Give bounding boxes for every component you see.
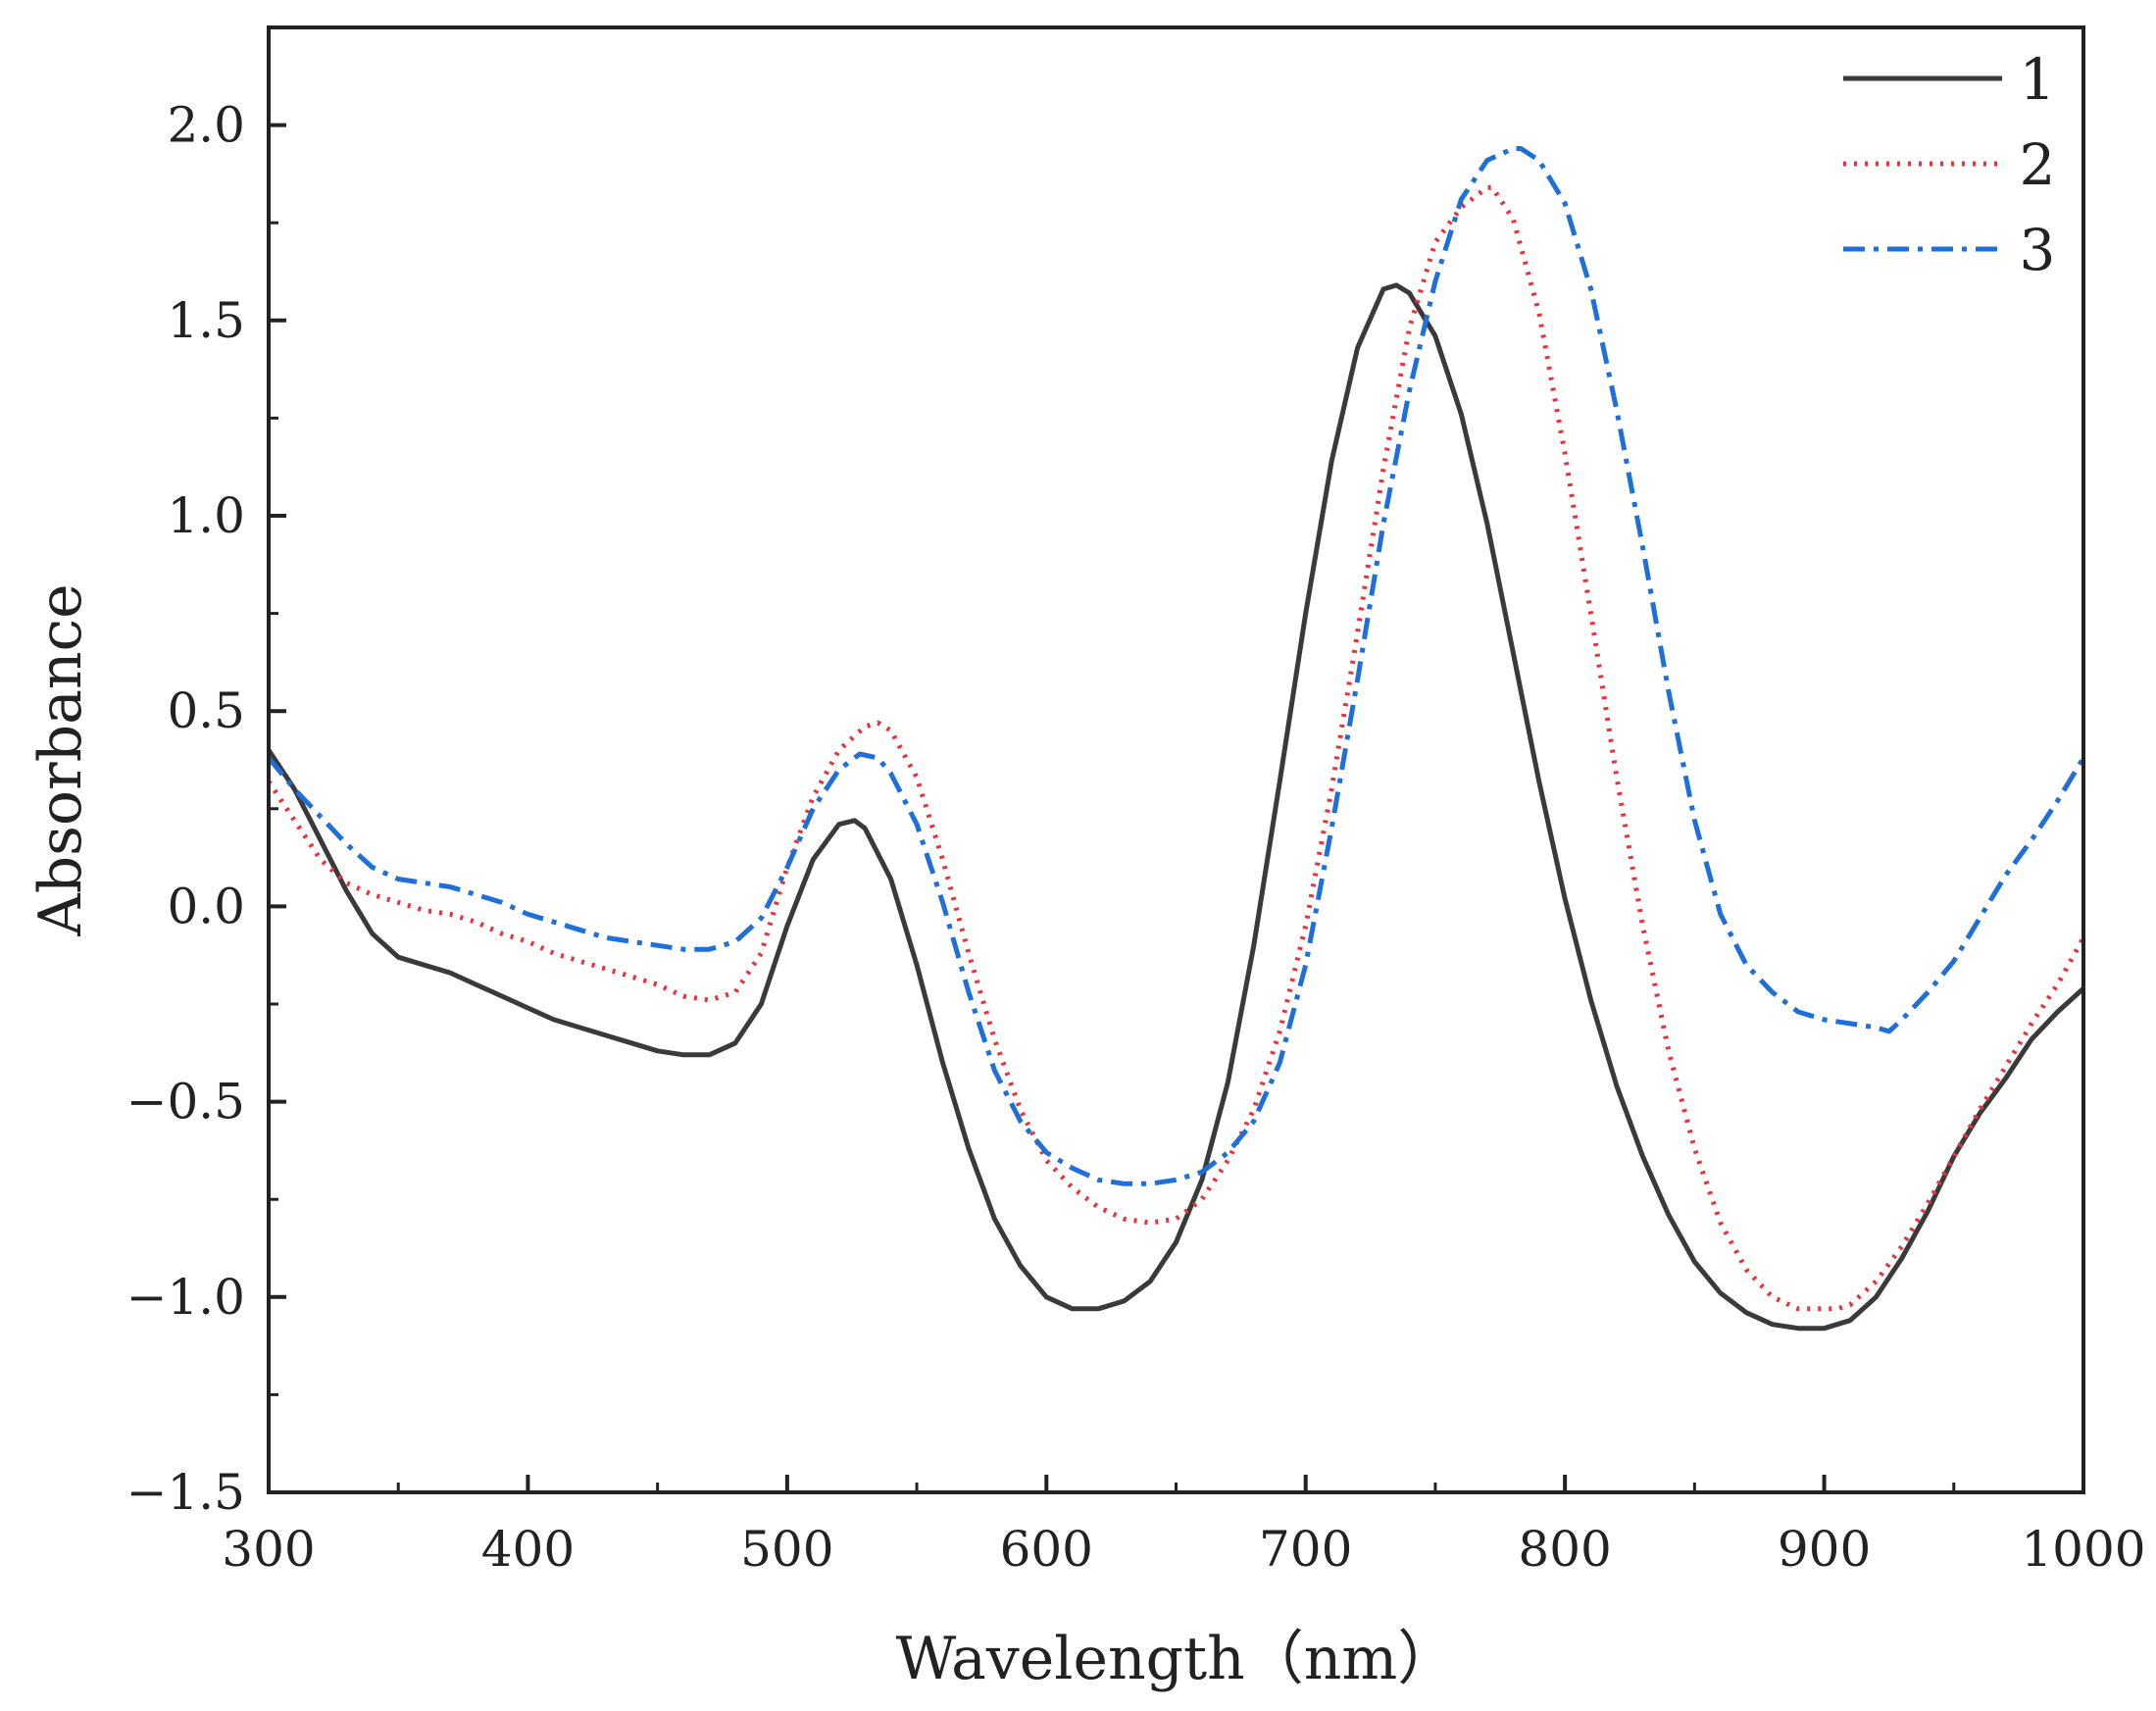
x-tick-label: 600 bbox=[1000, 1521, 1093, 1578]
x-tick-label: 800 bbox=[1518, 1521, 1611, 1578]
x-tick-label: 700 bbox=[1259, 1521, 1352, 1578]
legend-label-2: 2 bbox=[2020, 131, 2056, 198]
x-tick-label: 1000 bbox=[2021, 1521, 2145, 1578]
x-axis-title: Wavelength（nm） bbox=[896, 1625, 1457, 1693]
series-line-1 bbox=[269, 282, 2083, 1332]
y-tick-label: −0.5 bbox=[126, 1074, 245, 1131]
legend-label-3: 3 bbox=[2020, 217, 2056, 283]
x-tick-label: 300 bbox=[222, 1521, 315, 1578]
y-tick-label: 0.5 bbox=[167, 682, 245, 739]
series-layer bbox=[269, 146, 2083, 1332]
y-tick-label: −1.5 bbox=[126, 1464, 245, 1521]
series-line-3 bbox=[269, 146, 2083, 1186]
series-line-2 bbox=[269, 184, 2083, 1312]
x-tick-label: 400 bbox=[481, 1521, 575, 1578]
y-tick-label: 1.0 bbox=[167, 487, 245, 544]
y-tick-label: −1.0 bbox=[126, 1269, 245, 1326]
y-tick-label: 2.0 bbox=[167, 97, 245, 154]
x-tick-label: 900 bbox=[1778, 1521, 1871, 1578]
y-tick-label: 1.5 bbox=[167, 292, 245, 349]
y-tick-label: 0.0 bbox=[167, 878, 245, 934]
y-axis-title: Absorbance bbox=[26, 583, 95, 936]
plot-frame bbox=[267, 25, 2085, 1494]
x-tick-label: 500 bbox=[740, 1521, 833, 1578]
legend-label-1: 1 bbox=[2020, 46, 2056, 113]
tick-layer: −1.5 −1.0 −0.5 0.0 0.5 1.0 1.5 2.0 300 400 500 600 7… bbox=[126, 97, 2146, 1578]
legend: 1 2 3 bbox=[1843, 46, 2055, 283]
